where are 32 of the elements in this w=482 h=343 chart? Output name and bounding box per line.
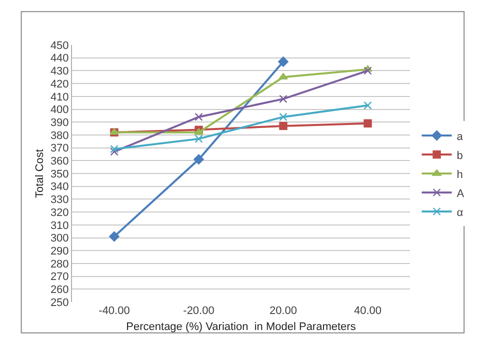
legend-label: α: [456, 206, 464, 219]
y-tick-label: 400: [50, 104, 69, 116]
x-axis-title: Percentage (%) Variation in Model Parameters: [126, 321, 356, 334]
y-tick-label: 270: [50, 271, 69, 284]
legend-label: A: [456, 188, 465, 200]
y-tick-label: 350: [50, 168, 69, 180]
y-tick-label: 450: [50, 40, 69, 52]
y-tick-label: 440: [50, 52, 69, 65]
x-tick-label: -40.00: [98, 305, 130, 317]
y-tick-label: 390: [50, 116, 69, 129]
y-tick-label: 330: [50, 194, 69, 206]
y-tick-label: 290: [50, 245, 69, 258]
legend-label: a: [456, 130, 464, 143]
y-tick-label: 250: [50, 296, 69, 309]
y-tick-label: 430: [50, 66, 69, 78]
y-tick-label: 260: [50, 284, 69, 296]
y-tick-label: 380: [50, 130, 69, 142]
y-tick-label: 360: [50, 156, 69, 168]
legend-label: h: [456, 168, 463, 181]
y-tick-label: 370: [50, 142, 69, 155]
y-tick-label: 340: [50, 181, 69, 194]
y-tick-label: 300: [50, 232, 69, 245]
x-tick-label: 20.00: [269, 305, 298, 317]
y-tick-label: 420: [50, 78, 69, 90]
y-tick-label: 310: [50, 220, 69, 232]
y-tick-label: 320: [50, 206, 69, 219]
x-tick-label: 40.00: [354, 305, 382, 317]
y-tick-label: 410: [50, 91, 69, 104]
legend-label: b: [456, 150, 463, 162]
y-tick-label: 280: [50, 258, 69, 270]
x-tick-label: -20.00: [183, 305, 214, 317]
y-axis-title: Total Cost: [34, 149, 46, 198]
